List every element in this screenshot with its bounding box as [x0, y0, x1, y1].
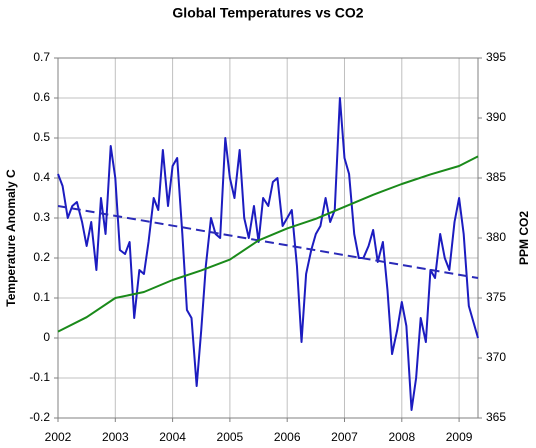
y2-axis-title: PPM CO2 [517, 211, 531, 265]
y2-tick-label: 365 [486, 410, 506, 424]
y2-tick-label: 385 [486, 170, 506, 184]
y2-tick-label: 380 [486, 230, 506, 244]
y2-tick-label: 370 [486, 350, 506, 364]
x-tick-label: 2004 [159, 430, 186, 444]
y-tick-label: 0.5 [33, 130, 50, 144]
x-tick-label: 2009 [446, 430, 473, 444]
x-tick-label: 2006 [274, 430, 301, 444]
y2-tick-label: 375 [486, 290, 506, 304]
plot-border [57, 57, 479, 419]
y-tick-label: 0.2 [33, 250, 50, 264]
series-line [57, 205, 479, 279]
x-tick-label: 2007 [331, 430, 358, 444]
x-tick-label: 2008 [388, 430, 415, 444]
y-axis-title: Temperature Anomaly C [4, 169, 18, 307]
y-tick-label: 0.6 [33, 90, 50, 104]
x-tick-label: 2003 [102, 430, 129, 444]
y-tick-label: 0.4 [33, 170, 50, 184]
y-tick-label: -0.2 [29, 410, 50, 424]
y2-tick-label: 395 [486, 50, 506, 64]
x-tick-label: 2002 [45, 430, 72, 444]
x-tick-label: 2005 [217, 430, 244, 444]
y-tick-label: -0.1 [29, 370, 50, 384]
chart-title: Global Temperatures vs CO2 [172, 5, 363, 21]
y-tick-label: 0.7 [33, 50, 50, 64]
series-line [57, 97, 479, 411]
y-tick-label: 0.3 [33, 210, 50, 224]
series-line [57, 155, 479, 333]
y-tick-label: 0.1 [33, 290, 50, 304]
y-tick-label: 0 [43, 330, 50, 344]
y2-tick-label: 390 [486, 110, 506, 124]
